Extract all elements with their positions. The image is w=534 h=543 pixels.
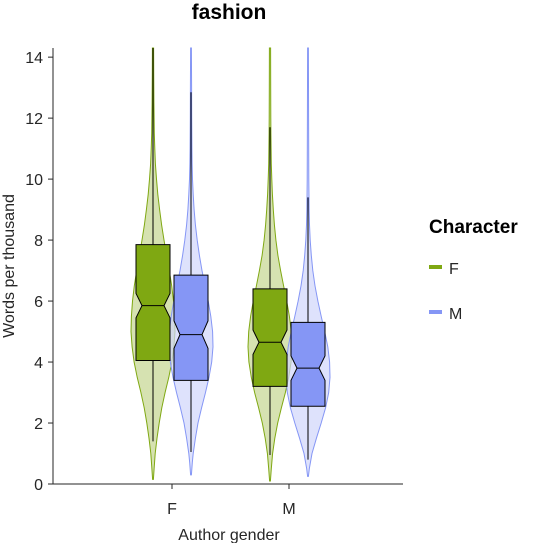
legend-label-m: M (449, 306, 462, 323)
x-tick-label: M (282, 501, 295, 518)
legend-swatch-f (429, 265, 442, 269)
box-f-m (252, 288, 288, 387)
y-tick-label: 14 (25, 50, 43, 67)
y-tick-label: 6 (34, 294, 43, 311)
box-f-f (135, 244, 171, 362)
y-tick-label: 8 (34, 233, 43, 250)
x-axis-label: Author gender (178, 527, 280, 543)
boxes-layer (135, 48, 326, 460)
box-m-m (290, 321, 326, 407)
legend-title: Character (429, 217, 518, 238)
y-axis-ticks: 0 2 4 6 8 10 12 14 (25, 50, 53, 494)
chart-title: fashion (192, 1, 267, 24)
y-tick-label: 12 (25, 111, 43, 128)
legend: Character F M (429, 217, 518, 323)
y-tick-label: 4 (34, 355, 43, 372)
x-tick-label: F (167, 501, 177, 518)
legend-label-f: F (449, 261, 459, 278)
y-tick-label: 0 (34, 477, 43, 494)
legend-swatch-m (429, 310, 442, 314)
y-tick-label: 10 (25, 172, 43, 189)
box-m-f (173, 274, 209, 381)
y-axis-label: Words per thousand (1, 194, 18, 338)
y-tick-label: 2 (34, 416, 43, 433)
